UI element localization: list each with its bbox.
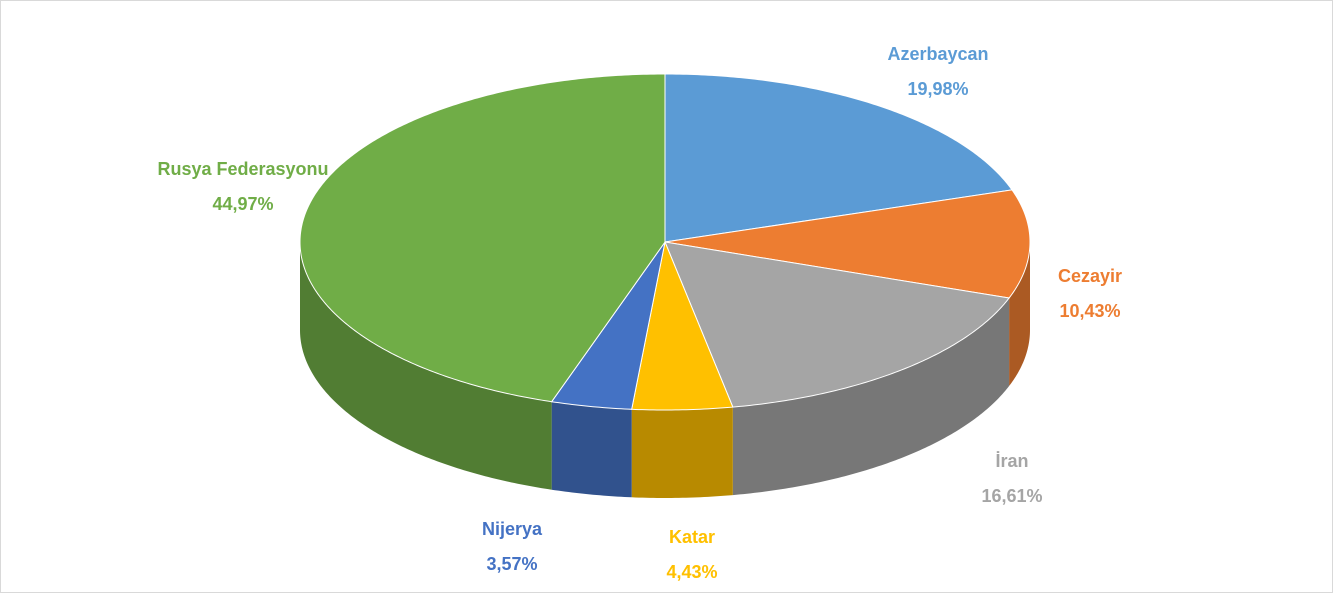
slice-side [551, 401, 632, 498]
slice-value-label: 3,57% [486, 554, 537, 574]
slice-value-label: 44,97% [212, 194, 273, 214]
slice-side [631, 407, 733, 498]
slice-value-label: 16,61% [981, 486, 1042, 506]
slice-label: İran [995, 451, 1028, 471]
slice-value-label: 4,43% [666, 562, 717, 582]
slice-value-label: 19,98% [907, 79, 968, 99]
slice [299, 73, 666, 403]
slice-label: Cezayir [1058, 266, 1122, 286]
slice-value-label: 10,43% [1059, 301, 1120, 321]
slice-label: Katar [669, 527, 715, 547]
slice [664, 241, 1011, 408]
slice-side [300, 242, 552, 490]
slice [664, 189, 1031, 299]
slice-label: Azerbaycan [887, 44, 988, 64]
slice [664, 73, 1013, 243]
slice-label: Nijerya [482, 519, 543, 539]
slice-side [1009, 242, 1030, 387]
slice-label: Rusya Federasyonu [157, 159, 328, 179]
slice-side [732, 298, 1010, 496]
slice [550, 241, 666, 410]
